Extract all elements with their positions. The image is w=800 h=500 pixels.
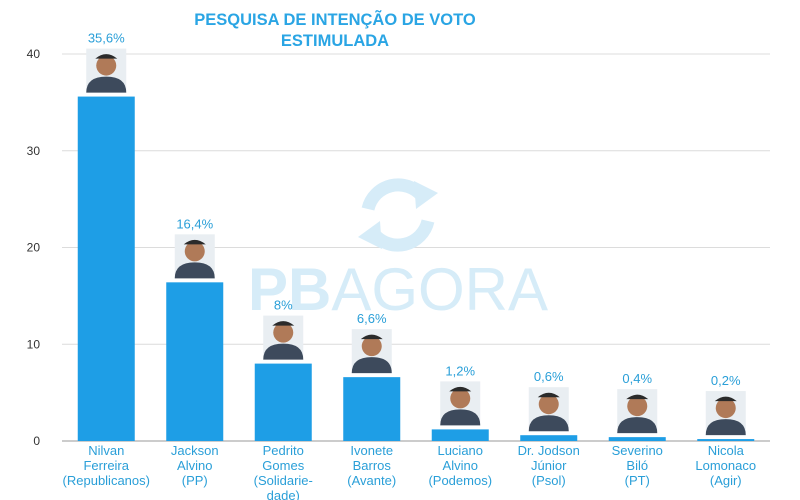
photo-face <box>184 241 205 262</box>
photo-face <box>273 322 294 343</box>
category-label: Ferreira <box>83 458 129 473</box>
candidate-photo <box>86 48 127 93</box>
photo-shoulders <box>617 417 658 434</box>
candidate-photo <box>351 329 392 374</box>
photo-face <box>96 55 117 76</box>
watermark-logo: PBAGORA <box>248 178 548 323</box>
candidate-photo <box>440 381 481 426</box>
category-label: (Psol) <box>532 473 566 488</box>
category-label: (Avante) <box>347 473 396 488</box>
category-label: Luciano <box>437 443 483 458</box>
category-label: Gomes <box>262 458 304 473</box>
category-label: (Solidarie- <box>254 473 313 488</box>
category-label: Barros <box>353 458 392 473</box>
photo-hair <box>626 394 649 400</box>
category-label: Júnior <box>531 458 567 473</box>
value-label: 8% <box>274 298 293 313</box>
chart-title-line-1: PESQUISA DE INTENÇÃO DE VOTO <box>194 11 476 29</box>
candidate-photo <box>263 315 304 360</box>
refresh-arrows-icon <box>358 178 438 252</box>
photo-hair <box>537 392 560 398</box>
value-label: 6,6% <box>357 311 387 326</box>
bar <box>254 363 312 441</box>
y-axis: 0 10 20 30 40 <box>27 47 41 448</box>
photo-hair <box>714 396 737 402</box>
candidate-photo <box>617 389 658 434</box>
y-tick-label: 30 <box>27 144 41 158</box>
bar <box>166 282 224 441</box>
watermark-text: PBAGORA <box>248 256 548 323</box>
photo-hair <box>272 321 295 326</box>
category-label: Lomonaco <box>695 458 756 473</box>
category-label: Severino <box>612 443 663 458</box>
photo-face <box>538 394 559 415</box>
photo-hair <box>183 239 206 245</box>
bar <box>431 429 489 441</box>
y-tick-label: 20 <box>27 241 41 255</box>
y-tick-label: 10 <box>27 337 41 351</box>
candidate-photo <box>528 387 569 432</box>
category-label: (PP) <box>182 473 208 488</box>
photo-shoulders <box>86 76 127 93</box>
candidate-photo <box>705 391 746 436</box>
y-tick-label: 0 <box>33 434 40 448</box>
value-label: 35,6% <box>88 31 125 46</box>
candidate-photo <box>174 234 215 279</box>
photo-face <box>361 336 382 357</box>
category-label: Jackson <box>171 443 219 458</box>
y-tick-label: 40 <box>27 47 41 61</box>
category-label: (Agir) <box>710 473 742 488</box>
photo-shoulders <box>528 415 569 432</box>
photo-face <box>627 396 648 417</box>
category-label: (Republicanos) <box>63 473 150 488</box>
value-label: 0,2% <box>711 373 741 388</box>
category-label: Alvino <box>177 458 212 473</box>
photo-shoulders <box>705 419 746 436</box>
value-label: 0,4% <box>622 371 652 386</box>
photo-shoulders <box>174 262 215 279</box>
value-labels: 35,6% 16,4% 8% 6,6% 1,2% 0,6% 0,4% 0,2% <box>88 31 741 388</box>
bars <box>77 96 755 441</box>
photo-shoulders <box>351 357 392 374</box>
category-label: Nicola <box>708 443 745 458</box>
category-label: (Podemos) <box>428 473 492 488</box>
photo-face <box>715 398 736 419</box>
category-label: Dr. Jodson <box>518 443 580 458</box>
x-axis-labels: NilvanFerreira(Republicanos)JacksonAlvin… <box>63 443 757 500</box>
bar <box>77 96 135 441</box>
bar <box>343 377 401 441</box>
category-label: (PT) <box>625 473 650 488</box>
chart-title: PESQUISA DE INTENÇÃO DE VOTO ESTIMULADA <box>0 10 670 52</box>
photo-hair <box>449 386 472 392</box>
chart-title-line-2: ESTIMULADA <box>280 32 390 50</box>
photo-shoulders <box>440 409 481 426</box>
candidate-photos <box>86 48 746 436</box>
photo-hair <box>360 334 383 340</box>
category-label: Biló <box>626 458 648 473</box>
photo-hair <box>95 54 118 59</box>
category-label: Alvino <box>443 458 478 473</box>
value-label: 16,4% <box>176 216 213 231</box>
value-label: 0,6% <box>534 369 564 384</box>
photo-face <box>450 388 471 409</box>
category-label: dade) <box>267 488 300 500</box>
bar <box>608 437 666 441</box>
category-label: Pedrito <box>263 443 304 458</box>
photo-shoulders <box>263 343 304 360</box>
value-label: 1,2% <box>445 363 475 378</box>
bar <box>697 439 755 441</box>
category-label: Ivonete <box>350 443 393 458</box>
category-label: Nilvan <box>88 443 124 458</box>
bar <box>520 435 578 441</box>
